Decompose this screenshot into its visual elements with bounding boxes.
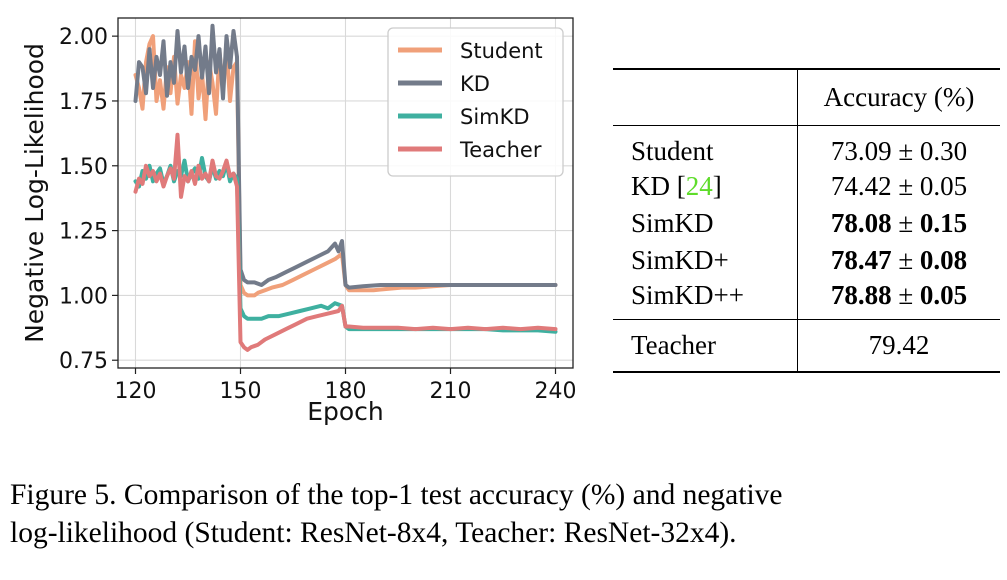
- plus-minus: ±: [898, 135, 914, 166]
- plus-minus: ±: [898, 207, 914, 238]
- y-tick-label: 1.00: [59, 284, 108, 309]
- method-name: KD: [631, 170, 670, 201]
- plus-minus: ±: [898, 279, 914, 310]
- nll-line-chart: 120 150 180 210 2400.751.001.251.501.752.00 …: [20, 17, 577, 426]
- y-tick-label: 2.00: [59, 25, 108, 50]
- y-tick-label: 1.50: [59, 155, 108, 180]
- legend-label-teacher: Teacher: [459, 138, 542, 162]
- table-header-row: Accuracy (%): [613, 68, 1000, 126]
- accuracy-mean: 74.42: [830, 170, 892, 201]
- y-tick-label: 0.75: [59, 349, 108, 374]
- x-tick-label: 120: [115, 379, 157, 404]
- accuracy-std: 0.15: [919, 207, 968, 238]
- y-axis-label: Negative Log-Likelihood: [20, 43, 49, 343]
- accuracy-cell: 78.47 ± 0.08: [798, 242, 1001, 279]
- header-accuracy-cell: Accuracy (%): [797, 68, 1000, 126]
- method-cell: SimKD++: [613, 278, 798, 319]
- table-row: SimKD+ 78.47 ± 0.08: [613, 241, 1001, 279]
- accuracy-cell: 73.09 ± 0.30: [798, 125, 1001, 168]
- accuracy-std: 0.30: [919, 135, 968, 166]
- y-tick-label: 1.75: [59, 90, 108, 115]
- caption-line-1: Figure 5. Comparison of the top-1 test a…: [10, 479, 783, 511]
- series-line-kd: [133, 23, 558, 290]
- legend-label-simkd: SimKD: [460, 105, 530, 129]
- table-row: SimKD++ 78.88 ± 0.05: [613, 278, 1001, 320]
- accuracy-mean: 78.08: [830, 207, 892, 238]
- teacher-method-cell: Teacher: [613, 318, 798, 373]
- legend-label-kd: KD: [460, 72, 490, 96]
- accuracy-std: 0.08: [919, 244, 968, 275]
- x-tick-label: 180: [325, 379, 367, 404]
- axis-ticks: 120 150 180 210 240 0.75 1.00 1.25 1.50 1.75 2.00: [59, 25, 576, 404]
- x-tick-label: 210: [430, 379, 472, 404]
- figure-caption: Figure 5. Comparison of the top-1 test a…: [10, 476, 1000, 552]
- method-cell: Student: [613, 125, 798, 168]
- accuracy-cell: 74.42 ± 0.05: [798, 168, 1001, 205]
- x-axis-label: Epoch: [307, 397, 384, 426]
- plus-minus: ±: [898, 170, 914, 201]
- accuracy-std: 0.05: [919, 170, 968, 201]
- header-method-cell: [613, 68, 798, 126]
- method-cell: SimKD: [613, 204, 798, 242]
- table-row: SimKD 78.08 ± 0.15: [613, 204, 1001, 242]
- legend-box: [387, 27, 564, 177]
- accuracy-mean: 78.47: [830, 244, 892, 275]
- table-footer-row: Teacher 79.42: [613, 318, 1000, 373]
- legend: Student KD SimKD Teacher: [387, 27, 564, 177]
- series-lines: [133, 23, 558, 352]
- citation-link[interactable]: 24: [685, 170, 713, 201]
- x-tick-label: 150: [220, 379, 262, 404]
- teacher-accuracy-cell: 79.42: [797, 318, 1000, 373]
- series-line-teacher: [133, 132, 558, 352]
- plus-minus: ±: [898, 244, 914, 275]
- table-row: KD [24] 74.42 ± 0.05: [613, 167, 1001, 205]
- accuracy-table: Accuracy (%) Student 73.09 ± 0.30 KD [24…: [613, 68, 1000, 373]
- accuracy-mean: 73.09: [830, 135, 892, 166]
- accuracy-cell: 78.88 ± 0.05: [798, 279, 1001, 320]
- accuracy-mean: 78.88: [830, 279, 892, 310]
- x-tick-label: 240: [535, 379, 577, 404]
- y-tick-label: 1.25: [59, 220, 108, 245]
- accuracy-std: 0.05: [919, 279, 968, 310]
- method-cell: SimKD+: [613, 241, 798, 279]
- caption-line-2: log-likelihood (Student: ResNet-8x4, Tea…: [10, 517, 737, 549]
- legend-label-student: Student: [460, 39, 543, 63]
- accuracy-cell: 78.08 ± 0.15: [798, 205, 1001, 242]
- method-cell: KD [24]: [613, 167, 798, 205]
- table-row: Student 73.09 ± 0.30: [613, 125, 1000, 168]
